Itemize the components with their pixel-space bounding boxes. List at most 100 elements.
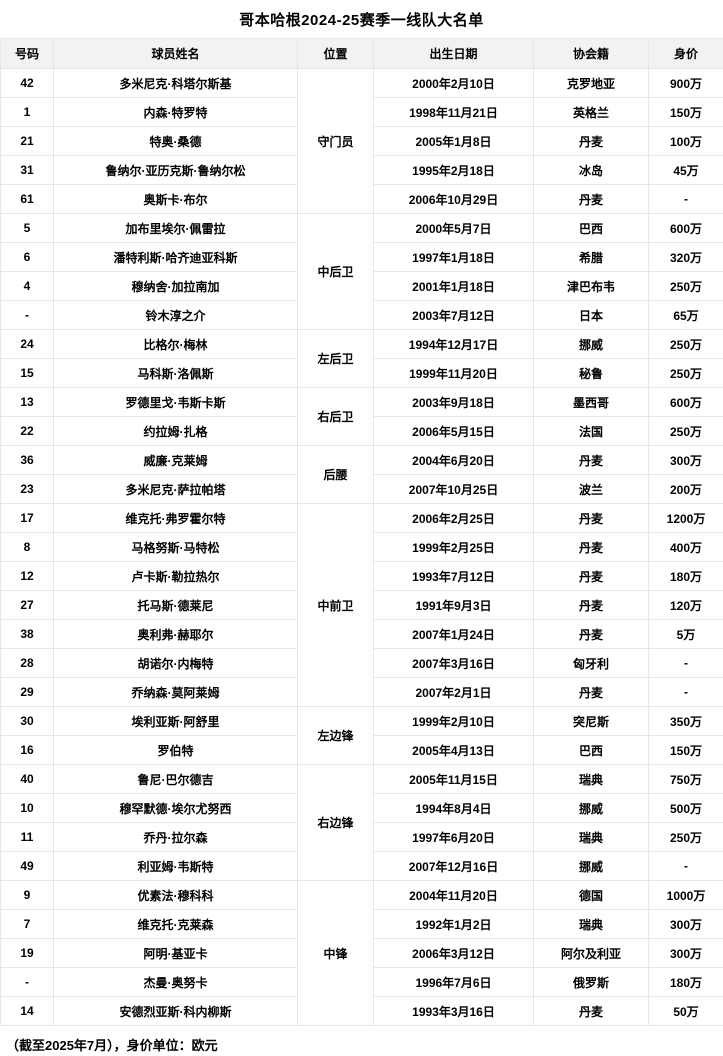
nationality-cell: 丹麦 [533, 532, 649, 562]
birth-date-cell: 2006年10月29日 [373, 184, 534, 214]
nationality-cell: 丹麦 [533, 184, 649, 214]
table-row: 36 威廉·克莱姆 后腰 2004年6月20日 丹麦 300万 [0, 445, 723, 504]
nationality-cell: 挪威 [533, 851, 649, 881]
position-cell: 右边锋 [297, 764, 374, 881]
roster-table: 号码 球员姓名 位置 出生日期 协会籍 身价 42 多米尼克·科塔尔斯基 守门员 20… [0, 38, 723, 1026]
birth-date-cell: 1999年2月10日 [373, 706, 534, 736]
value-cell: 750万 [648, 764, 723, 794]
number-cell: 36 [0, 445, 54, 475]
player-name-cell: 威廉·克莱姆 [53, 445, 298, 475]
number-cell: 11 [0, 822, 54, 852]
nationality-cell: 波兰 [533, 474, 649, 504]
number-cell: 40 [0, 764, 54, 794]
birth-date-cell: 2003年9月18日 [373, 387, 534, 417]
value-cell: 300万 [648, 445, 723, 475]
header-nation: 协会籍 [533, 38, 649, 69]
player-name-cell: 托马斯·德莱尼 [53, 590, 298, 620]
number-cell: 21 [0, 126, 54, 156]
birth-date-cell: 1994年8月4日 [373, 793, 534, 823]
nationality-cell: 秘鲁 [533, 358, 649, 388]
table-row: 28 胡诺尔·内梅特 2007年3月16日 匈牙利 - [0, 648, 723, 678]
player-name-cell: 乔纳森·莫阿莱姆 [53, 677, 298, 707]
value-cell: 300万 [648, 938, 723, 968]
value-cell: 900万 [648, 68, 723, 98]
number-cell: 29 [0, 677, 54, 707]
number-cell: 6 [0, 242, 54, 272]
position-cell: 后腰 [297, 445, 374, 504]
number-cell: 42 [0, 68, 54, 98]
birth-date-cell: 1991年9月3日 [373, 590, 534, 620]
nationality-cell: 克罗地亚 [533, 68, 649, 98]
nationality-cell: 日本 [533, 300, 649, 330]
table-row: 5 加布里埃尔·佩雷拉 中后卫 2000年5月7日 巴西 600万 [0, 213, 723, 330]
nationality-cell: 巴西 [533, 735, 649, 765]
nationality-cell: 丹麦 [533, 445, 649, 475]
value-cell: 250万 [648, 416, 723, 446]
player-name-cell: 利亚姆·韦斯特 [53, 851, 298, 881]
number-cell: 61 [0, 184, 54, 214]
value-cell: 150万 [648, 97, 723, 127]
nationality-cell: 丹麦 [533, 996, 649, 1026]
number-cell: 12 [0, 561, 54, 591]
footer-note: （截至2025年7月），身价单位：欧元 [6, 1038, 218, 1053]
number-cell: 9 [0, 880, 54, 910]
number-cell: 17 [0, 503, 54, 533]
table-row: 30 埃利亚斯·阿舒里 左边锋 1999年2月10日 突尼斯 350万 [0, 706, 723, 765]
number-cell: 22 [0, 416, 54, 446]
nationality-cell: 德国 [533, 880, 649, 910]
birth-date-cell: 2001年1月18日 [373, 271, 534, 301]
nationality-cell: 瑞典 [533, 764, 649, 794]
birth-date-cell: 2003年7月12日 [373, 300, 534, 330]
table-row: 49 利亚姆·韦斯特 2007年12月16日 挪威 - [0, 851, 723, 881]
number-cell: 7 [0, 909, 54, 939]
table-row: 17 维克托·弗罗霍尔特 中前卫 2006年2月25日 丹麦 1200万 [0, 503, 723, 707]
nationality-cell: 阿尔及利亚 [533, 938, 649, 968]
player-name-cell: 乔丹·拉尔森 [53, 822, 298, 852]
header-value: 身价 [648, 38, 723, 69]
birth-date-cell: 2005年11月15日 [373, 764, 534, 794]
number-cell: 23 [0, 474, 54, 504]
number-cell: 1 [0, 97, 54, 127]
birth-date-cell: 2006年5月15日 [373, 416, 534, 446]
nationality-cell: 瑞典 [533, 909, 649, 939]
value-cell: 180万 [648, 561, 723, 591]
nationality-cell: 丹麦 [533, 590, 649, 620]
table-row: 9 优素法·穆科科 中锋 2004年11月20日 德国 1000万 [0, 880, 723, 1026]
number-cell: 16 [0, 735, 54, 765]
nationality-cell: 俄罗斯 [533, 967, 649, 997]
table-row: 19 阿明·基亚卡 2006年3月12日 阿尔及利亚 300万 [0, 938, 723, 968]
player-name-cell: 马格努斯·马特松 [53, 532, 298, 562]
value-cell: 500万 [648, 793, 723, 823]
birth-date-cell: 2007年1月24日 [373, 619, 534, 649]
nationality-cell: 墨西哥 [533, 387, 649, 417]
nationality-cell: 津巴布韦 [533, 271, 649, 301]
table-row: 12 卢卡斯·勒拉热尔 1993年7月12日 丹麦 180万 [0, 561, 723, 591]
table-row: 1 内森·特罗特 1998年11月21日 英格兰 150万 [0, 97, 723, 127]
number-cell: 5 [0, 213, 54, 243]
birth-date-cell: 1997年6月20日 [373, 822, 534, 852]
number-cell: 31 [0, 155, 54, 185]
player-name-cell: 阿明·基亚卡 [53, 938, 298, 968]
birth-date-cell: 1994年12月17日 [373, 329, 534, 359]
player-name-cell: 优素法·穆科科 [53, 880, 298, 910]
position-cell: 守门员 [297, 68, 374, 214]
header-name: 球员姓名 [53, 38, 298, 69]
table-row: 40 鲁尼·巴尔德吉 右边锋 2005年11月15日 瑞典 750万 [0, 764, 723, 881]
position-cell: 中前卫 [297, 503, 374, 707]
value-cell: - [648, 648, 723, 678]
birth-date-cell: 2006年3月12日 [373, 938, 534, 968]
number-cell: 13 [0, 387, 54, 417]
header-number: 号码 [0, 38, 54, 69]
birth-date-cell: 1995年2月18日 [373, 155, 534, 185]
player-name-cell: 奥利弗·赫耶尔 [53, 619, 298, 649]
birth-date-cell: 2004年6月20日 [373, 445, 534, 475]
value-cell: 1000万 [648, 880, 723, 910]
value-cell: 350万 [648, 706, 723, 736]
nationality-cell: 挪威 [533, 793, 649, 823]
number-cell: - [0, 300, 54, 330]
table-body: 42 多米尼克·科塔尔斯基 守门员 2000年2月10日 克罗地亚 900万 1 内森·特罗特… [0, 68, 723, 1026]
birth-date-cell: 2007年3月16日 [373, 648, 534, 678]
number-cell: 49 [0, 851, 54, 881]
number-cell: 4 [0, 271, 54, 301]
